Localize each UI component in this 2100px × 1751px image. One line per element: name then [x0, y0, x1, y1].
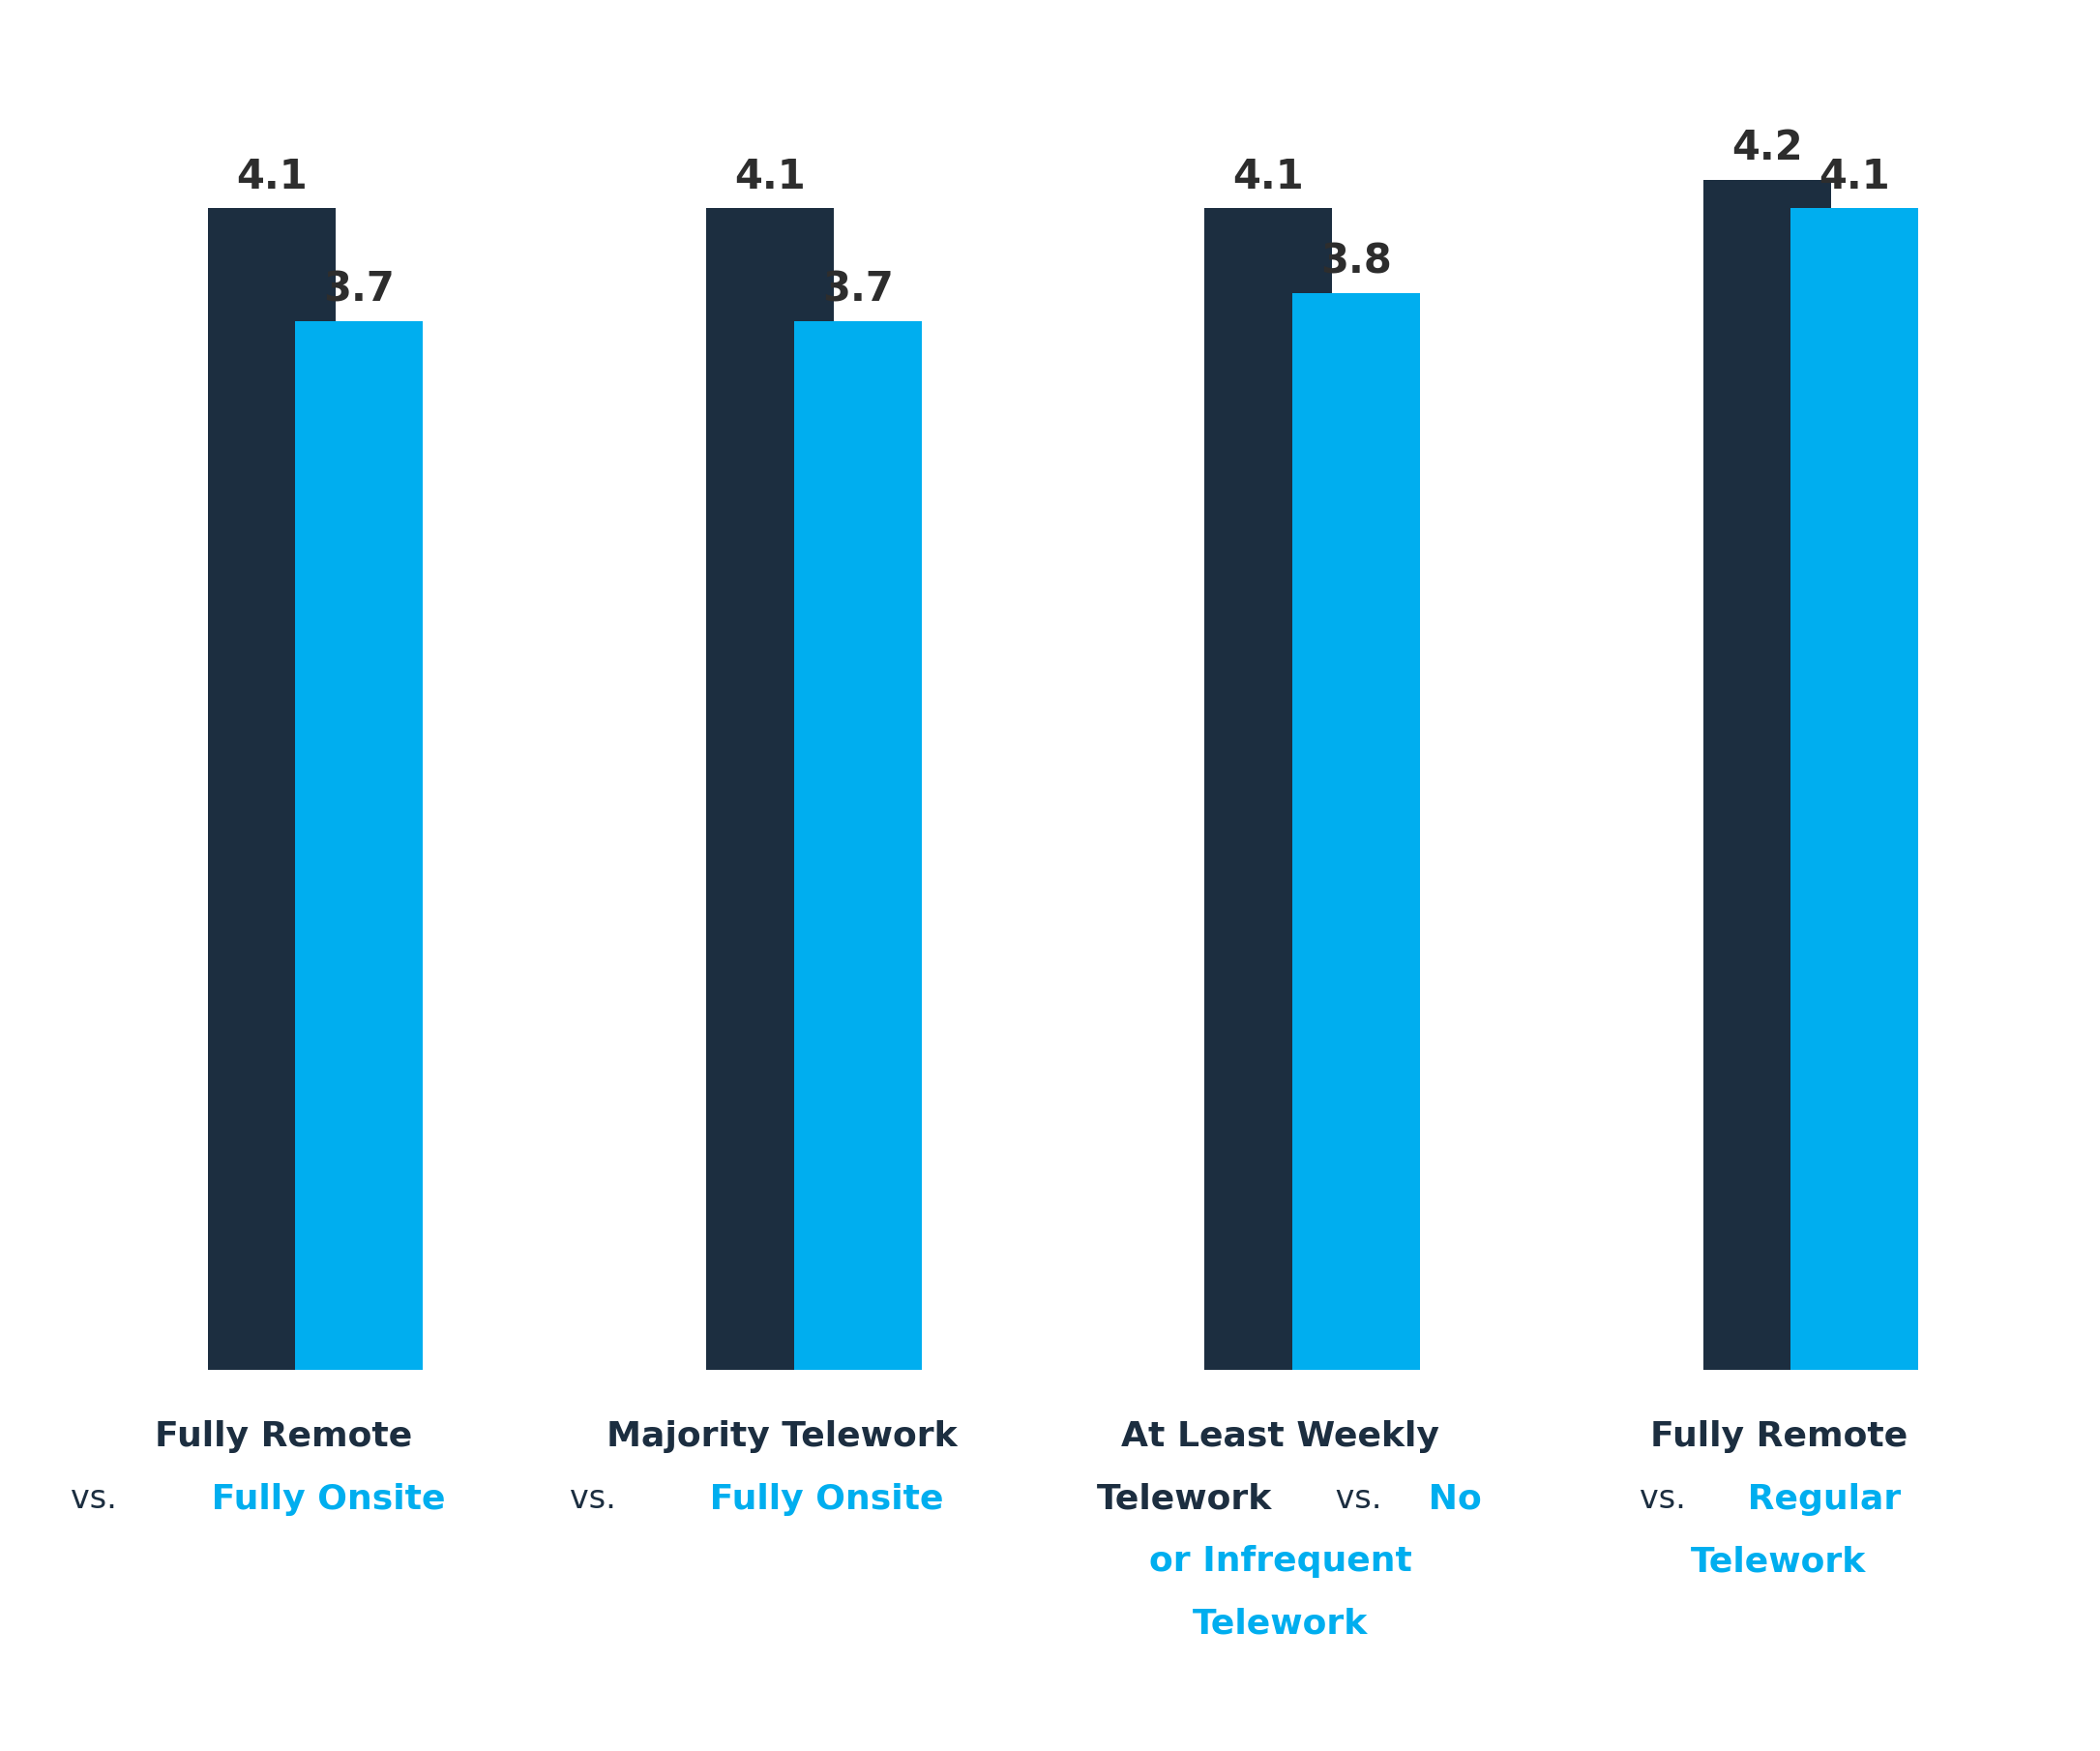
Bar [1791, 208, 1919, 1369]
Bar [706, 208, 834, 1369]
Bar [1292, 292, 1420, 1369]
Text: Fully Remote: Fully Remote [1651, 1420, 1907, 1453]
Text: 3.7: 3.7 [821, 270, 892, 310]
Text: 4.1: 4.1 [235, 156, 307, 196]
Text: Fully Onsite: Fully Onsite [697, 1483, 943, 1516]
Text: Telework: Telework [1691, 1544, 1867, 1578]
Bar [208, 208, 336, 1369]
Text: vs.: vs. [71, 1483, 118, 1515]
Text: 4.1: 4.1 [735, 156, 806, 196]
Text: Telework: Telework [1193, 1607, 1367, 1641]
Text: vs.: vs. [1325, 1483, 1382, 1515]
Text: vs.: vs. [569, 1483, 615, 1515]
Text: Fully Remote: Fully Remote [155, 1420, 412, 1453]
Bar [1703, 180, 1831, 1369]
Text: 4.1: 4.1 [1819, 156, 1890, 196]
Text: No: No [1415, 1483, 1480, 1516]
Text: vs.: vs. [1640, 1483, 1686, 1515]
Bar [296, 322, 422, 1369]
Text: 4.2: 4.2 [1730, 128, 1802, 168]
Text: 3.7: 3.7 [323, 270, 395, 310]
Bar [1205, 208, 1331, 1369]
Text: Telework: Telework [1096, 1483, 1273, 1516]
Bar [794, 322, 922, 1369]
Text: Fully Onsite: Fully Onsite [200, 1483, 445, 1516]
Text: 3.8: 3.8 [1321, 242, 1392, 282]
Text: At Least Weekly: At Least Weekly [1121, 1420, 1439, 1453]
Text: or Infrequent: or Infrequent [1149, 1544, 1411, 1578]
Text: 4.1: 4.1 [1233, 156, 1304, 196]
Text: Majority Telework: Majority Telework [607, 1420, 958, 1453]
Text: Regular: Regular [1735, 1483, 1900, 1516]
